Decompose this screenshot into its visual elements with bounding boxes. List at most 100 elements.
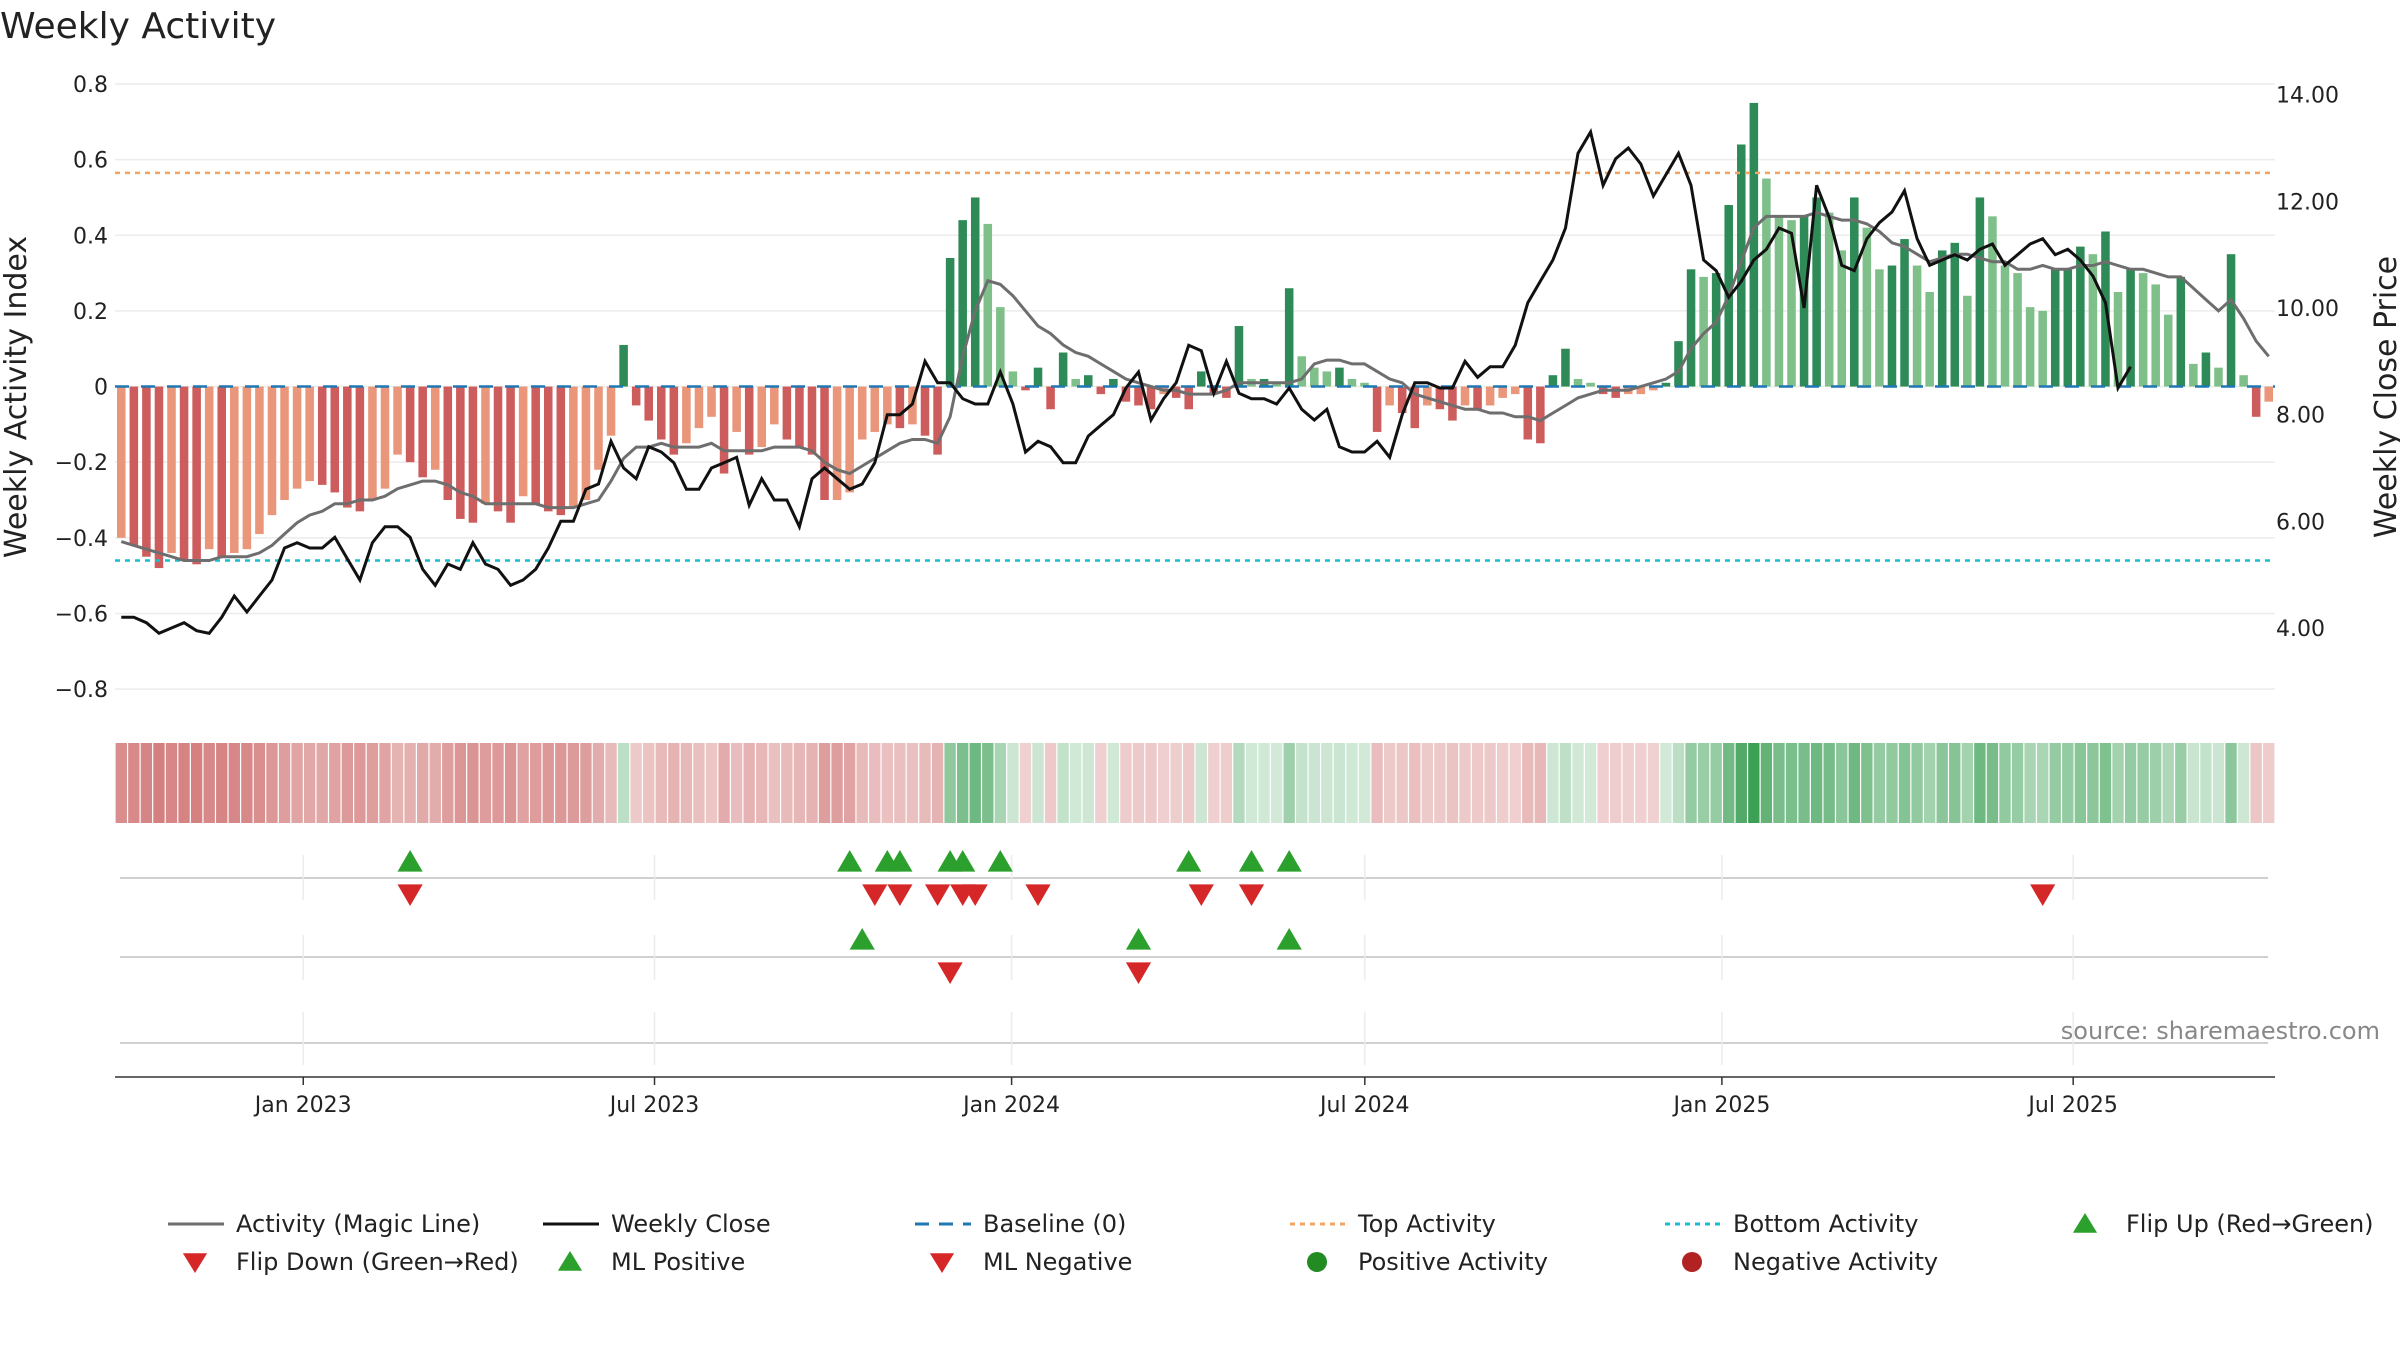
activity-bar <box>556 386 566 516</box>
activity-bar <box>945 257 955 387</box>
legend-swatch <box>1307 1252 1327 1272</box>
legend-label: Top Activity <box>1357 1210 1496 1238</box>
activity-bar <box>1058 352 1068 387</box>
activity-bar <box>2264 386 2273 402</box>
strip-cell <box>1534 743 1547 823</box>
strip-cell <box>1496 743 1509 823</box>
strip-cell <box>1383 743 1396 823</box>
activity-bar <box>280 386 289 500</box>
strip-cell <box>2237 743 2250 823</box>
strip-cell <box>241 743 253 823</box>
activity-bar <box>468 386 478 523</box>
strip-cell <box>1107 743 1120 823</box>
strip-cell <box>1735 743 1747 823</box>
legend-label: Negative Activity <box>1733 1248 1938 1276</box>
activity-bar <box>217 386 227 557</box>
activity-bar <box>719 386 729 474</box>
activity-bar <box>292 386 302 489</box>
activity-bar <box>2201 352 2211 387</box>
activity-bar <box>1950 242 1960 387</box>
strip-cell <box>2162 743 2174 823</box>
y-axis-left: 0.8 0.6 0.4 0.2 0 −0.2 −0.4 −0.6 −0.8 <box>55 73 108 703</box>
activity-bar <box>1510 386 1520 395</box>
strip-cell <box>1170 743 1182 823</box>
activity-bar <box>2025 307 2035 387</box>
strip-cell <box>982 743 994 823</box>
activity-bar <box>644 386 653 421</box>
strip-cell <box>705 743 718 823</box>
activity-bar <box>1109 378 1118 387</box>
strip-cell <box>1120 743 1132 823</box>
strip-cell <box>128 743 140 823</box>
y-tick-label: 0 <box>94 376 108 401</box>
y-tick-label: −0.2 <box>55 451 108 476</box>
x-tick-label: Jan 2025 <box>1671 1093 1770 1118</box>
activity-bar <box>1900 239 1909 387</box>
activity-bar <box>1686 269 1696 387</box>
flip-up-marker <box>1238 850 1265 872</box>
activity-bar <box>1385 386 1394 406</box>
strip-cell <box>303 743 316 823</box>
strip-cell <box>2187 743 2200 823</box>
strip-cell <box>1660 743 1672 823</box>
activity-bar <box>2226 254 2236 387</box>
strip-cell <box>1597 743 1609 823</box>
strip-cell <box>492 743 504 823</box>
activity-bar <box>1134 386 1143 406</box>
activity-bar <box>1611 386 1620 398</box>
strip-cell <box>1245 743 1258 823</box>
strip-cell <box>718 743 730 823</box>
activity-bar <box>1988 216 1997 387</box>
flip-up-marker <box>837 850 863 872</box>
activity-bar <box>368 386 377 500</box>
strip-cell <box>1471 743 1484 823</box>
activity-bar <box>631 386 641 406</box>
strip-cell <box>906 743 919 823</box>
activity-bar <box>1008 371 1018 387</box>
chart-title: Weekly Activity <box>0 6 276 47</box>
activity-bar <box>581 386 591 500</box>
activity-bar <box>1347 378 1357 387</box>
activity-bars <box>117 102 2273 569</box>
activity-bar <box>1171 386 1181 398</box>
activity-bar <box>1360 382 1369 387</box>
activity-bar <box>1096 386 1106 395</box>
activity-bar <box>493 386 503 512</box>
strip-cell <box>429 743 441 823</box>
strip-cell <box>643 743 655 823</box>
activity-bar <box>518 386 528 497</box>
activity-bar <box>2088 254 2098 387</box>
activity-bar <box>2214 367 2223 387</box>
activity-bar <box>857 386 867 440</box>
strip-cell <box>1157 743 1170 823</box>
strip-cell <box>2200 743 2212 823</box>
activity-bar <box>1875 269 1884 387</box>
activity-bar <box>694 386 704 429</box>
activity-bar <box>1536 386 1545 444</box>
activity-bar <box>1636 386 1646 395</box>
y-tick-label: −0.4 <box>55 527 108 552</box>
activity-bar <box>1912 265 1922 387</box>
legend-label: ML Negative <box>983 1248 1132 1276</box>
strip-cell <box>1522 743 1534 823</box>
activity-bar <box>2138 273 2148 387</box>
strip-cell <box>228 743 240 823</box>
flip-down-marker <box>1025 884 1051 906</box>
strip-cell <box>1748 743 1760 823</box>
activity-bar <box>2038 310 2047 387</box>
activity-bar <box>443 386 453 500</box>
strip-cell <box>479 743 492 823</box>
strip-cell <box>203 743 215 823</box>
strip-cell <box>178 743 190 823</box>
y2-tick-label: 4.00 <box>2276 617 2325 642</box>
flip-up-marker <box>987 850 1013 872</box>
activity-bar <box>393 386 402 455</box>
activity-heat-strip <box>115 743 2275 823</box>
strip-cell <box>1195 743 1207 823</box>
activity-bar <box>1824 212 1834 387</box>
activity-bar <box>732 386 741 432</box>
activity-bar <box>1485 386 1495 406</box>
activity-bar <box>1975 197 1985 387</box>
strip-cell <box>1270 743 1283 823</box>
